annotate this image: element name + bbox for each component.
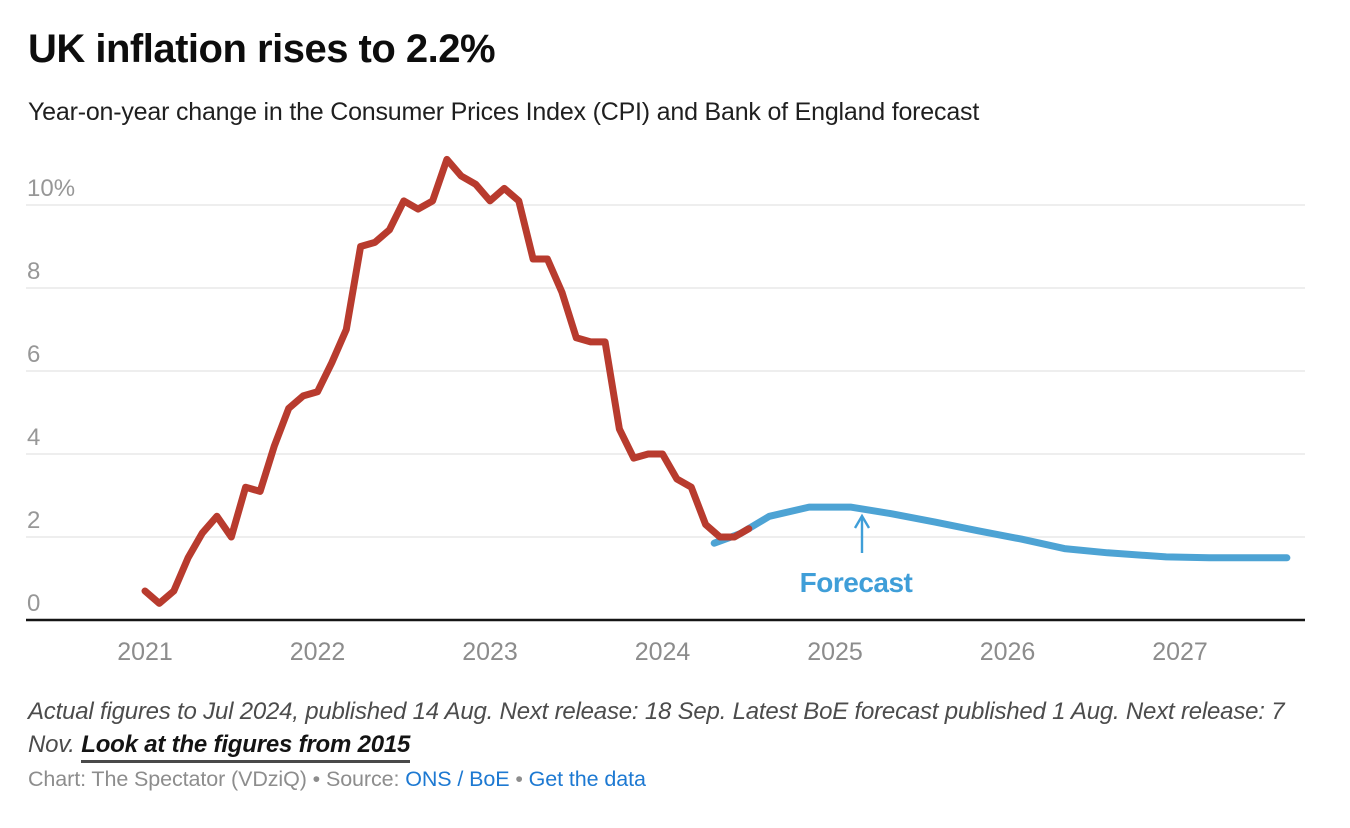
chart-notes: Actual figures to Jul 2024, published 14… bbox=[28, 695, 1322, 763]
source-link[interactable]: ONS / BoE bbox=[405, 767, 510, 791]
boe-forecast-line bbox=[710, 503, 1291, 562]
byline-prefix: Chart: The Spectator (VDziQ) • Source: bbox=[28, 767, 406, 791]
y-tick-label: 6 bbox=[27, 341, 40, 368]
chart-title: UK inflation rises to 2.2% bbox=[28, 27, 496, 71]
y-tick-label: 0 bbox=[27, 590, 40, 617]
x-tick-label: 2027 bbox=[1152, 638, 1208, 666]
get-data-link[interactable]: Get the data bbox=[528, 767, 646, 791]
forecast-label: Forecast bbox=[800, 567, 913, 598]
x-tick-label: 2022 bbox=[290, 638, 346, 666]
chart-subtitle: Year-on-year change in the Consumer Pric… bbox=[28, 98, 980, 126]
x-tick-label: 2021 bbox=[117, 638, 173, 666]
x-tick-label: 2026 bbox=[980, 638, 1036, 666]
cpi-actual-line bbox=[141, 155, 753, 607]
y-tick-label: 2 bbox=[27, 507, 40, 534]
y-tick-label: 10% bbox=[27, 175, 75, 202]
x-tick-label: 2023 bbox=[462, 638, 518, 666]
forecast-arrowhead bbox=[853, 513, 871, 529]
figures-2015-link[interactable]: Look at the figures from 2015 bbox=[81, 731, 410, 763]
notes-text: Actual figures to Jul 2024, published 14… bbox=[28, 698, 1285, 758]
y-tick-label: 8 bbox=[27, 258, 40, 285]
byline-separator: • bbox=[509, 767, 529, 791]
x-tick-label: 2024 bbox=[635, 638, 691, 666]
chart-byline: Chart: The Spectator (VDziQ) • Source: O… bbox=[28, 767, 646, 792]
y-tick-label: 4 bbox=[27, 424, 40, 451]
x-tick-label: 2025 bbox=[807, 638, 863, 666]
